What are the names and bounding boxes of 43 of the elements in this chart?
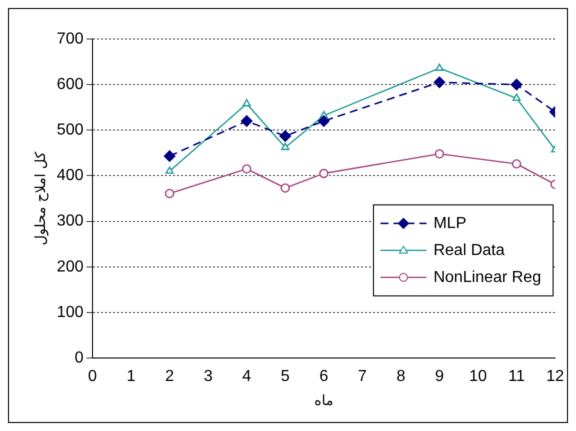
y-tick-label: 200 — [56, 258, 84, 276]
x-tick-label: 7 — [358, 368, 367, 386]
x-tick-label: 10 — [469, 368, 487, 386]
point — [281, 142, 290, 150]
point — [280, 183, 290, 193]
point — [165, 166, 174, 174]
y-tick-label: 600 — [56, 76, 84, 93]
point — [240, 115, 252, 127]
y-axis-title: کل املاح محلول — [33, 151, 50, 246]
x-tick-label: 1 — [126, 368, 136, 386]
y-tick-label: 700 — [56, 30, 84, 48]
point — [242, 164, 252, 174]
legend-label: Real Data — [433, 242, 505, 259]
point — [510, 78, 522, 90]
x-tick-label: 11 — [508, 368, 525, 386]
y-tick-label: 300 — [56, 212, 84, 230]
y-tick-label: 100 — [56, 304, 84, 321]
point — [435, 64, 444, 71]
point — [512, 94, 521, 101]
legend-label: MLP — [433, 214, 466, 232]
x-axis-title: ماه — [314, 393, 334, 410]
point — [280, 130, 291, 142]
point — [164, 150, 176, 162]
x-tick-label: 8 — [396, 368, 406, 386]
legend-label: NonLinear Reg — [433, 268, 542, 286]
y-tick-label: 0 — [74, 349, 84, 366]
x-tick-label: 9 — [434, 368, 444, 386]
x-tick-label: 2 — [165, 368, 174, 386]
point — [512, 159, 522, 169]
x-tick-label: 5 — [280, 368, 290, 386]
y-tick-label: 400 — [56, 167, 84, 184]
y-tick-label: 500 — [56, 122, 84, 139]
point — [434, 149, 444, 158]
x-tick-label: 6 — [319, 368, 328, 386]
point — [319, 168, 328, 178]
point — [164, 188, 174, 198]
x-tick-label: 4 — [242, 368, 252, 386]
x-tick-label: 3 — [204, 368, 213, 386]
x-tick-label: 0 — [88, 368, 98, 386]
point — [318, 115, 330, 127]
point — [434, 76, 446, 88]
point — [242, 99, 251, 106]
x-tick-label: 12 — [546, 368, 564, 386]
